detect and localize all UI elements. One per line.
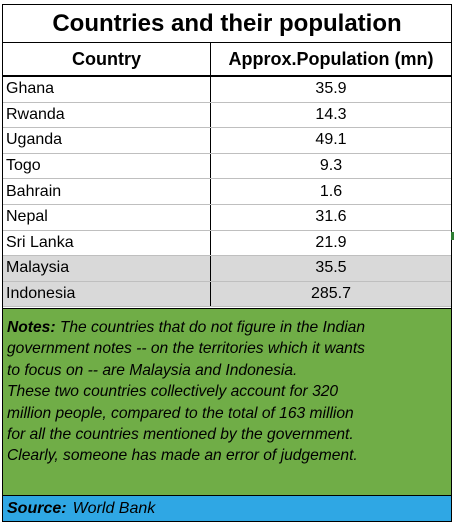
notes-line: to focus on -- are Malaysia and Indonesi… [7, 361, 298, 379]
table-row: Bahrain 1.6 [3, 179, 451, 205]
notes-box: Notes: The countries that do not figure … [3, 308, 451, 495]
population-cell: 21.9 [315, 233, 347, 251]
source-bar: Source: World Bank [3, 495, 451, 521]
table-body: Ghana 35.9 Rwanda 14.3 Uganda 49.1 Togo 9.3 Bahr… [3, 77, 451, 308]
country-cell: Malaysia [3, 256, 211, 281]
table-row: Ghana 35.9 [3, 77, 451, 103]
table-row: Rwanda 14.3 [3, 102, 451, 129]
column-header-country: Country [3, 43, 211, 75]
notes-line: government notes -- on the territories w… [7, 340, 365, 358]
population-cell: 35.5 [315, 259, 347, 277]
population-cell: 1.6 [319, 182, 343, 200]
table-row: Malaysia 35.5 [3, 256, 451, 282]
population-cell: 285.7 [310, 285, 352, 303]
table-title: Countries and their population [3, 5, 451, 43]
country-cell: Indonesia [3, 281, 211, 307]
notes-line: for all the countries mentioned by the g… [7, 426, 354, 444]
population-cell: 49.1 [315, 131, 347, 149]
table-row: Uganda 49.1 [3, 128, 451, 154]
source-label: Source: [7, 499, 67, 517]
country-cell: Ghana [3, 77, 211, 102]
country-cell: Uganda [3, 128, 211, 153]
country-cell: Sri Lanka [3, 230, 211, 256]
country-cell: Bahrain [3, 179, 211, 204]
edge-marker [451, 232, 454, 240]
table-header: Country Approx.Population (mn) [3, 43, 451, 77]
table-row: Indonesia 285.7 [3, 281, 451, 308]
population-cell: 14.3 [315, 105, 347, 123]
column-header-population: Approx.Population (mn) [228, 48, 434, 69]
table-row: Sri Lanka 21.9 [3, 230, 451, 257]
table-row: Nepal 31.6 [3, 204, 451, 231]
population-table: Countries and their population Country A… [2, 4, 452, 522]
notes-line: These two countries collectively account… [7, 383, 339, 401]
country-cell: Nepal [3, 204, 211, 230]
country-cell: Togo [3, 153, 211, 179]
population-cell: 9.3 [319, 157, 343, 175]
notes-line: Clearly, someone has made an error of ju… [7, 447, 358, 465]
notes-label: Notes: [7, 319, 60, 336]
population-cell: 35.9 [315, 80, 347, 98]
population-cell: 31.6 [315, 208, 347, 226]
table-row: Togo 9.3 [3, 153, 451, 180]
notes-line: million people, compared to the total of… [7, 404, 354, 422]
country-cell: Rwanda [3, 102, 211, 128]
source-text: World Bank [72, 499, 156, 517]
notes-line: The countries that do not figure in the … [59, 319, 366, 336]
